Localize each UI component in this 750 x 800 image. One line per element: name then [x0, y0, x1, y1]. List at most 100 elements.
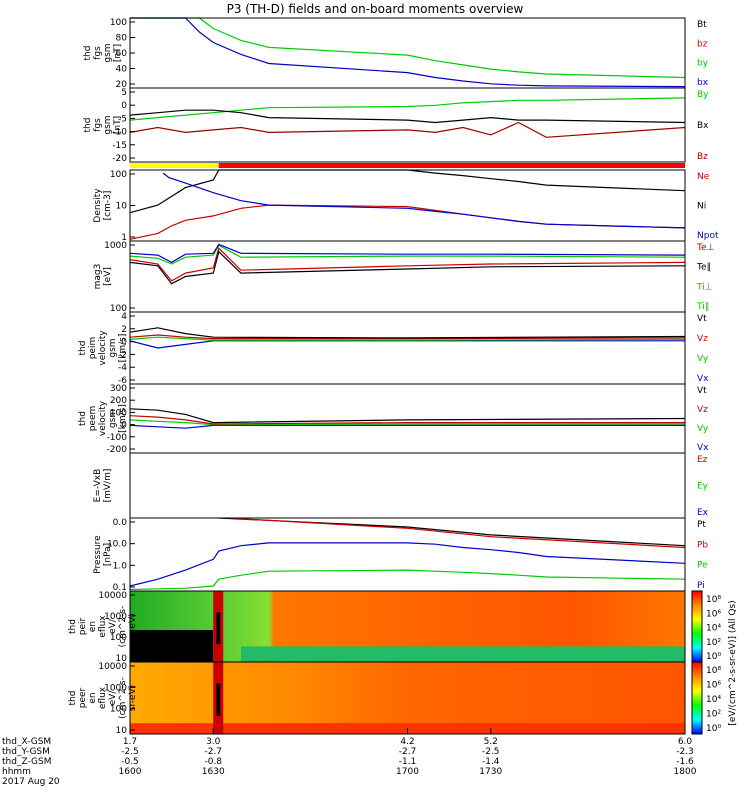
y-tick-label: 0.1 [113, 583, 127, 593]
y-tick-label: 10000 [98, 662, 127, 672]
y-tick-label: 10000 [98, 591, 127, 601]
panel-peem-velocity: 300 200 100 0 -100 -200 thd peem velocity gsm [km/… [78, 383, 709, 455]
x-axis-date: 2017 Aug 20 [2, 777, 60, 787]
y-axis-label: [eV] [103, 267, 113, 286]
y-axis-label: peem [88, 406, 98, 432]
x-row-value: 1730 [479, 767, 502, 777]
legend-entry: Vt [697, 314, 707, 324]
series-line-Vt [129, 327, 686, 339]
colorbar-tick: 10⁸ [706, 666, 721, 676]
y-axis-label: [km/s] [118, 404, 128, 433]
y-tick-label: -10 [112, 128, 127, 138]
x-row-value: 3.0 [206, 737, 221, 747]
legend-entry: Ey [697, 482, 709, 492]
y-tick-label: 10 [116, 726, 128, 736]
legend-entry: Npot [697, 231, 719, 241]
series-line-Pt [218, 517, 686, 547]
legend-entry: Vt [697, 386, 707, 396]
y-axis-label: thd [83, 118, 93, 133]
y-axis-label: [nT] [113, 116, 123, 134]
x-row-label: thd_Z-GSM [2, 757, 51, 767]
y-tick-label: 0 [121, 101, 127, 111]
x-row-value: 1800 [674, 767, 697, 777]
y-tick-label: -100 [107, 433, 128, 443]
y-axis-label: peir [78, 617, 88, 635]
legend-entry: Ex [697, 508, 709, 518]
legend-entry: Vx [697, 374, 709, 384]
series-line-Ti∥ [129, 244, 686, 265]
legend-entry: Pi [697, 581, 705, 591]
y-tick-label: 100 [110, 633, 127, 643]
x-row-value: 6.0 [678, 737, 693, 747]
y-tick-label: -20 [112, 154, 127, 164]
colorbar-tick: 10⁴ [706, 624, 721, 634]
x-row-value: -0.5 [121, 757, 139, 767]
status-bar-yellow [130, 163, 219, 168]
x-row-value: -2.5 [482, 747, 500, 757]
x-row-value: -2.5 [121, 747, 139, 757]
series-line-Vx [129, 424, 685, 429]
legend-entry: By [697, 90, 709, 100]
y-axis-label: gsm [108, 409, 118, 428]
legend-entry: bz [697, 39, 708, 49]
heatmap-gap-core [216, 612, 221, 645]
x-row-value: 1600 [119, 767, 142, 777]
series-line-Te⊥ [129, 247, 686, 282]
series-line-by [130, 17, 686, 79]
y-tick-label: 10.0 [107, 540, 127, 550]
panel-frame [129, 452, 686, 519]
colorbar-tick: 10⁸ [706, 595, 721, 605]
y-tick-label: 0 [121, 338, 127, 348]
y-axis-label: thd [68, 691, 78, 706]
y-axis-label: thd [68, 619, 78, 634]
y-tick-label: -2 [118, 350, 127, 360]
colorbar-label: [eV/(cm^2-s-sr-eV)] (All Qs) [728, 600, 738, 725]
legend-entry: Vy [697, 354, 709, 364]
y-axis-label: (cm^2-s- [118, 606, 128, 648]
series-line-Te∥ [129, 250, 686, 285]
status-bar [130, 163, 686, 168]
y-tick-label: 80 [116, 34, 128, 44]
y-axis-label: fgs [93, 118, 103, 132]
legend-entry: Pe [697, 561, 708, 571]
y-axis-label: sr-eV) [128, 613, 138, 639]
y-tick-label: 1 [121, 233, 127, 243]
panel-temperature: 1000 100 mag3 [eV] Te⊥ Te∥ Ti⊥ Ti∥ [93, 240, 715, 314]
legend-entry: Vx [697, 443, 709, 453]
x-row-value: -1.4 [482, 757, 500, 767]
series-line-Ti⊥ [129, 243, 686, 264]
y-tick-label: 100 [110, 18, 127, 28]
y-tick-label: 300 [110, 384, 127, 394]
panel-pressure: 0.0 10.0 1.0 0.1 Pressure [nPa] Pt Pb Pe Pi [93, 517, 708, 593]
colorbar-tick: 10⁴ [706, 695, 721, 705]
legend-entry: Vz [697, 405, 708, 415]
legend-entry: bx [697, 78, 709, 88]
y-axis-label: Density [93, 188, 103, 223]
y-axis-label: Pressure [93, 535, 103, 574]
x-row-value: -1.1 [399, 757, 417, 767]
x-row-value: 1630 [202, 767, 225, 777]
y-axis-label: E=-VxB [93, 469, 103, 503]
y-tick-label: 100 [110, 304, 127, 314]
panel-frame [129, 517, 686, 592]
series-line-Pi [129, 542, 686, 587]
series-line-Vy [129, 336, 686, 341]
colorbar-0: 10⁸ 10⁶ 10⁴ 10² 10⁰ [691, 590, 721, 663]
y-tick-label: 40 [116, 65, 128, 75]
heatmap-low-band [241, 646, 685, 662]
series-line-Bx [129, 109, 686, 124]
y-axis-label: (cm^2-s- [118, 677, 128, 719]
heatmap-dark-region [130, 630, 214, 662]
y-tick-label: 4 [121, 312, 127, 322]
y-tick-label: 1000 [104, 241, 127, 251]
panel-frame [129, 87, 686, 163]
panel-frame [129, 240, 686, 313]
colorbar-tick: 10² [706, 638, 721, 648]
y-tick-label: 60 [116, 49, 128, 59]
y-axis-label: eflux [98, 615, 108, 638]
y-axis-label: eV/ [108, 618, 118, 634]
series-line-Bz [129, 121, 686, 138]
y-tick-label: 1000 [104, 683, 127, 693]
